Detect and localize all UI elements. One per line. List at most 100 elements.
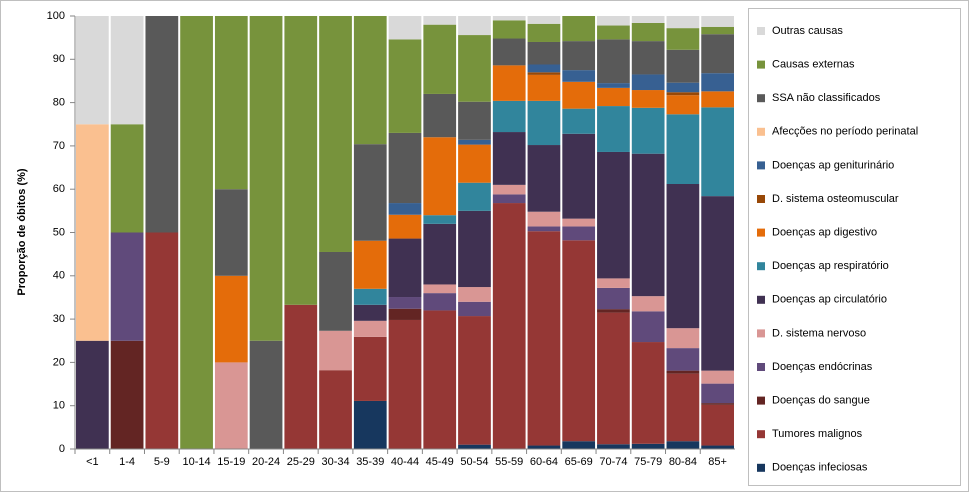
legend-label: Doenças endócrinas <box>772 361 873 373</box>
bar-segment <box>492 20 526 39</box>
y-tick-label: 10 <box>53 400 65 412</box>
y-tick-label: 90 <box>53 53 65 65</box>
bar-segment <box>597 25 630 40</box>
y-tick-label: 40 <box>53 270 65 282</box>
bar-segment <box>76 124 109 341</box>
bar-segment <box>666 95 700 115</box>
bar-segment <box>666 114 700 185</box>
bar-segment <box>492 203 526 449</box>
bar-segment <box>527 231 561 446</box>
bar-segment <box>110 16 144 125</box>
bar-segment <box>562 133 596 219</box>
bar-segment <box>76 340 109 449</box>
bar-segment <box>631 74 665 91</box>
bar-segment <box>597 312 630 445</box>
legend-label: SSA não classificados <box>772 92 881 104</box>
y-axis-label: Proporção de óbitos (%) <box>16 168 28 295</box>
bar-segment <box>562 16 596 42</box>
legend-label: Doenças ap respiratório <box>772 260 889 272</box>
bar-segment <box>631 90 665 108</box>
bar-segment <box>527 145 561 212</box>
x-tick-label: 60-64 <box>530 456 558 468</box>
x-tick-label: 35-39 <box>356 456 384 468</box>
bar-segment <box>353 288 387 305</box>
x-tick-label: 30-34 <box>321 456 349 468</box>
bar-segment <box>458 35 491 102</box>
bar-segment <box>458 16 491 36</box>
bar-segment <box>388 308 422 320</box>
bar-segment <box>284 304 318 449</box>
legend-label: Doenças ap geniturinário <box>772 159 894 171</box>
legend-label: Doenças do sangue <box>772 395 870 407</box>
bar-segment <box>249 16 283 341</box>
legend-swatch <box>757 329 765 338</box>
bar-segment <box>388 203 422 215</box>
x-tick-label: 85+ <box>708 456 727 468</box>
x-tick-label: 70-74 <box>599 456 627 468</box>
bar-segment <box>666 82 700 93</box>
bar-segment <box>492 184 526 195</box>
bar-segment <box>110 232 144 341</box>
bar-segment <box>527 226 561 232</box>
bar-segment <box>458 144 491 183</box>
y-tick-label: 50 <box>53 226 65 238</box>
bar-segment <box>562 41 596 71</box>
x-tick-label: 25-29 <box>287 456 315 468</box>
bar-segment <box>353 16 387 145</box>
bar-segment <box>353 144 387 241</box>
legend-swatch <box>757 430 765 439</box>
bar-segment <box>284 16 318 305</box>
bar-segment <box>701 107 734 197</box>
bar-segment <box>110 340 144 449</box>
legend-label: Tumores malignos <box>772 428 863 440</box>
bar-segment <box>597 278 630 288</box>
bar-segment <box>527 23 561 42</box>
bar-segment <box>562 70 596 82</box>
bar-segment <box>388 319 422 449</box>
legend-swatch <box>757 60 765 69</box>
legend-box <box>748 8 961 486</box>
bar-segment <box>701 16 734 27</box>
legend-swatch <box>757 161 765 170</box>
bar-segment <box>214 362 248 449</box>
bar-segment <box>527 74 561 101</box>
bar-segment <box>631 16 665 23</box>
bar-segment <box>701 383 734 404</box>
bar-segment <box>492 194 526 204</box>
legend-label: Afecções no período perinatal <box>772 126 918 138</box>
bar-segment <box>492 132 526 185</box>
y-tick-label: 70 <box>53 140 65 152</box>
x-tick-label: 50-54 <box>460 456 488 468</box>
bar-segment <box>631 311 665 343</box>
y-tick-label: 20 <box>53 356 65 368</box>
bar-segment <box>527 445 561 449</box>
bar-segment <box>527 211 561 227</box>
bar-segment <box>562 81 596 109</box>
bar-segment <box>597 87 630 107</box>
bar-segment <box>388 132 422 204</box>
bar-segment <box>423 215 457 224</box>
bar-segment <box>597 39 630 84</box>
x-tick-label: 20-24 <box>252 456 280 468</box>
bar-segment <box>353 320 387 337</box>
legend-label: Doenças ap circulatório <box>772 294 887 306</box>
legend-label: Causas externas <box>772 59 855 71</box>
legend-swatch <box>757 463 765 472</box>
bar-segment <box>492 100 526 133</box>
bar-segment <box>527 72 561 75</box>
x-tick-label: 65-69 <box>565 456 593 468</box>
bar-segment <box>458 101 491 140</box>
legend-swatch <box>757 94 765 103</box>
bar-segment <box>492 65 526 101</box>
bar-segment <box>145 232 179 449</box>
y-tick-label: 30 <box>53 313 65 325</box>
bar-segment <box>562 226 596 241</box>
legend-label: Doenças infeciosas <box>772 462 868 474</box>
bar-segment <box>423 293 457 311</box>
bar-segment <box>353 240 387 289</box>
legend-swatch <box>757 195 765 203</box>
x-tick-label: 40-44 <box>391 456 419 468</box>
bar-segment <box>319 16 352 252</box>
bar-segment <box>701 404 734 446</box>
